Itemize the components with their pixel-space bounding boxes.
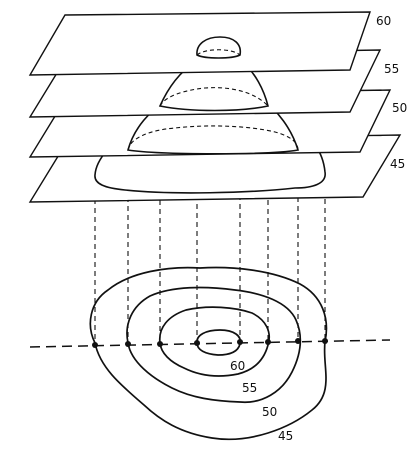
intersection-points: [92, 338, 328, 348]
plane-label-60: 60: [376, 14, 391, 28]
map-label-60: 60: [230, 359, 245, 373]
contour-60: [196, 329, 242, 356]
section-line: [29, 339, 391, 348]
plane-label-45: 45: [390, 157, 405, 171]
contour-50: [126, 286, 302, 404]
map-label-55: 55: [242, 381, 257, 395]
map-label-45: 45: [278, 429, 293, 443]
hill-summit: [196, 36, 242, 59]
contour-55: [158, 306, 271, 377]
map-label-50: 50: [262, 405, 277, 419]
plane-label-50: 50: [392, 101, 407, 115]
plane-label-55: 55: [384, 62, 399, 76]
contour-map: [89, 266, 328, 441]
